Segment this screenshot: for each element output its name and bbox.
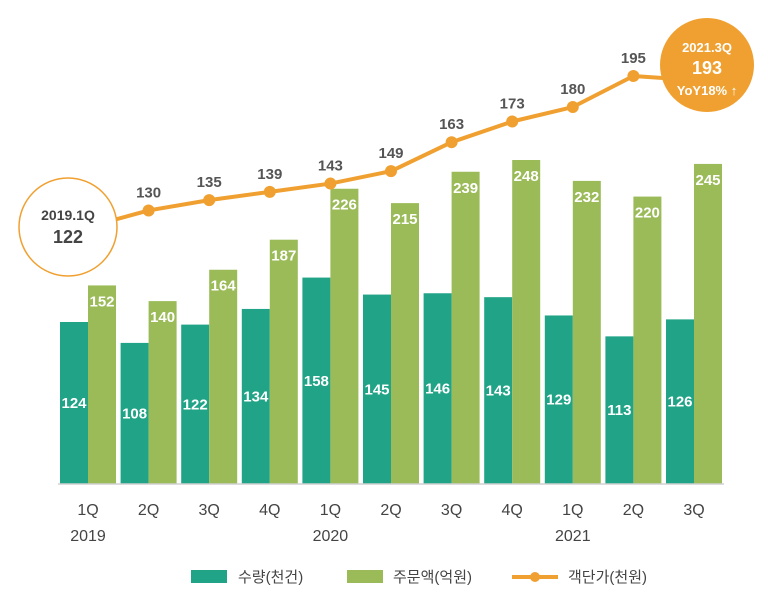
bar-label-quantity: 143 xyxy=(486,383,511,400)
bar-quantity xyxy=(241,308,270,484)
bar-quantity xyxy=(544,315,573,484)
bar-quantity xyxy=(181,324,210,484)
end-callout-value: 193 xyxy=(692,58,722,78)
bar-label-quantity: 158 xyxy=(304,373,329,390)
bar-label-order-amount: 239 xyxy=(453,180,478,197)
unit-price-data-label: 143 xyxy=(318,158,343,175)
x-tick-label: 2Q xyxy=(380,502,401,519)
bar-quantity xyxy=(60,322,88,484)
unit-price-point xyxy=(203,194,216,207)
x-tick-label: 3Q xyxy=(683,502,704,519)
bar-label-order-amount: 140 xyxy=(150,309,175,326)
unit-price-point xyxy=(627,70,640,82)
start-callout-value: 122 xyxy=(53,227,83,247)
bar-order-amount xyxy=(633,196,662,485)
legend: 수량(천건) 주문액(억원) 객단가(천원) xyxy=(191,569,647,586)
x-tick-label: 4Q xyxy=(502,502,523,519)
unit-price-data-label: 180 xyxy=(560,81,585,98)
x-year-label: 2021 xyxy=(555,528,591,545)
x-year-label: 2020 xyxy=(313,528,349,545)
bar-order-amount xyxy=(330,188,359,484)
start-callout-circle xyxy=(18,177,118,277)
x-tick-label: 1Q xyxy=(77,502,98,519)
end-callout-circle xyxy=(660,18,754,112)
end-callout-note: YoY18% ↑ xyxy=(677,83,737,98)
bar-quantity xyxy=(423,293,452,484)
x-tick-label: 3Q xyxy=(199,502,220,519)
bar-order-amount xyxy=(269,239,298,484)
x-tick-label: 4Q xyxy=(259,502,280,519)
bar-order-amount xyxy=(451,171,480,485)
legend-label-quantity: 수량(천건) xyxy=(238,569,303,586)
unit-price-point xyxy=(506,115,519,128)
bar-quantity xyxy=(302,277,331,484)
bar-order-amount xyxy=(209,269,238,484)
bar-label-order-amount: 215 xyxy=(392,211,417,228)
bar-label-quantity: 108 xyxy=(122,405,147,422)
bar-quantity xyxy=(363,294,391,484)
bar-layer xyxy=(60,160,722,485)
unit-price-data-label: 135 xyxy=(197,174,222,191)
unit-price-data-label: 149 xyxy=(378,145,403,162)
x-tick-label: 2Q xyxy=(623,502,644,519)
legend-swatch-quantity xyxy=(191,570,227,583)
unit-price-point xyxy=(263,185,276,198)
unit-price-point xyxy=(324,177,337,190)
start-callout-period: 2019.1Q xyxy=(41,207,95,223)
bar-label-quantity: 134 xyxy=(243,388,269,405)
bar-order-amount xyxy=(148,301,177,484)
bar-quantity xyxy=(605,336,634,484)
bar-label-order-amount: 152 xyxy=(89,293,114,310)
unit-price-data-label: 173 xyxy=(500,96,525,113)
unit-price-point xyxy=(385,165,397,178)
x-tick-layer: 1Q 2Q 3Q 4Q 1Q 2Q 3Q 4Q 1Q 2Q 3Q 2019 2020 2021 xyxy=(70,502,704,545)
bar-label-order-amount: 226 xyxy=(332,197,357,214)
bar-label-layer: 124 152 108 140 122 164 134 187 158 226 145 215 146 2… xyxy=(61,168,720,422)
bar-quantity xyxy=(120,342,149,484)
bar-label-quantity: 113 xyxy=(607,402,631,419)
legend-marker-unit-price xyxy=(530,572,540,582)
bar-label-quantity: 122 xyxy=(183,396,208,413)
start-callout: 2019.1Q 122 xyxy=(18,177,118,277)
end-callout-period: 2021.3Q xyxy=(682,40,732,55)
bar-label-quantity: 126 xyxy=(667,394,692,411)
bar-quantity xyxy=(666,319,694,484)
bar-label-quantity: 145 xyxy=(364,381,389,398)
end-callout: 2021.3Q 193 YoY18% ↑ xyxy=(660,18,754,112)
unit-price-point xyxy=(445,136,458,149)
bar-order-amount xyxy=(88,285,116,484)
bar-label-order-amount: 187 xyxy=(271,248,296,265)
bar-order-amount xyxy=(572,180,601,484)
bar-order-amount xyxy=(391,203,419,484)
x-tick-label: 2Q xyxy=(138,502,159,519)
unit-price-point xyxy=(566,101,579,114)
unit-price-point xyxy=(142,204,155,217)
unit-price-data-label: 163 xyxy=(439,116,464,133)
legend-label-unit-price: 객단가(천원) xyxy=(568,569,647,586)
x-tick-label: 1Q xyxy=(562,502,583,519)
x-year-label: 2019 xyxy=(70,528,106,545)
bar-label-quantity: 124 xyxy=(61,395,87,412)
unit-price-data-label: 130 xyxy=(136,184,161,201)
x-tick-label: 1Q xyxy=(320,502,341,519)
line-layer: 130 135 139 143 149 163 173 180 195 xyxy=(87,50,695,229)
bar-label-order-amount: 245 xyxy=(695,172,720,189)
legend-label-order-amount: 주문액(억원) xyxy=(393,569,472,586)
bar-label-order-amount: 232 xyxy=(574,189,599,206)
legend-swatch-order-amount xyxy=(347,570,383,583)
bar-label-order-amount: 248 xyxy=(514,168,539,185)
bar-label-order-amount: 164 xyxy=(211,278,237,295)
bar-label-order-amount: 220 xyxy=(635,205,660,222)
bar-label-quantity: 146 xyxy=(425,381,450,398)
unit-price-data-label: 195 xyxy=(621,50,646,67)
x-tick-label: 3Q xyxy=(441,502,462,519)
bar-order-amount xyxy=(694,163,722,484)
bar-label-quantity: 129 xyxy=(546,392,571,409)
unit-price-data-label: 139 xyxy=(257,166,282,183)
bar-quantity xyxy=(484,297,513,484)
bar-order-amount xyxy=(512,160,541,484)
